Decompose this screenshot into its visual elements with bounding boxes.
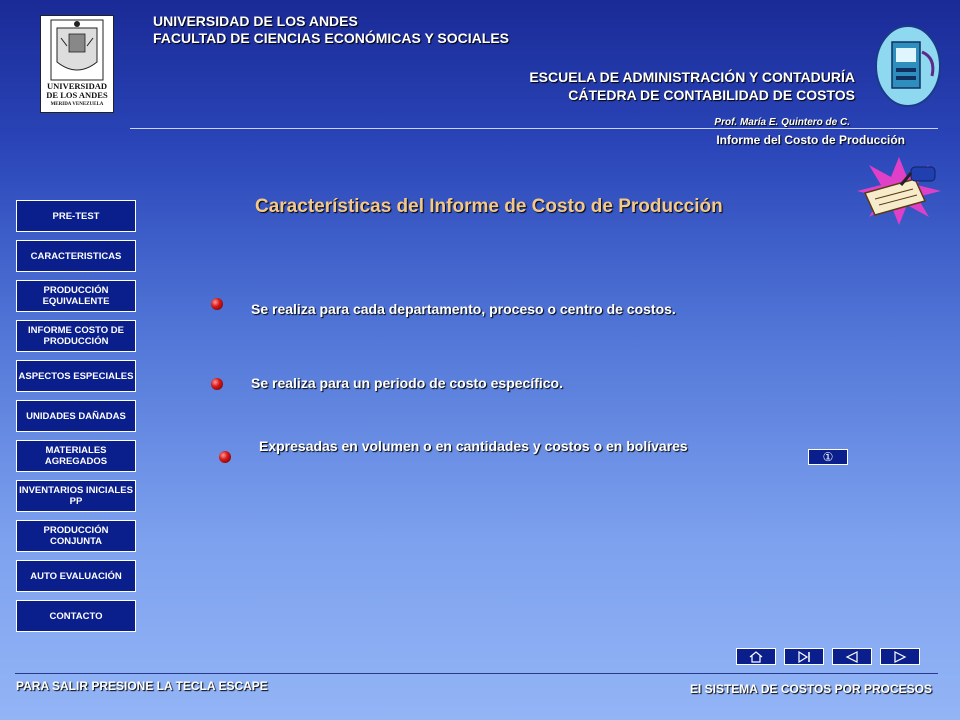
topic-title: Informe del Costo de Producción: [716, 133, 905, 147]
bullet-icon: [211, 298, 223, 310]
bullet-icon: [219, 451, 231, 463]
footer-divider: [15, 673, 938, 674]
home-button[interactable]: [736, 648, 776, 665]
end-icon: [798, 650, 810, 663]
sidebar-item-label: PRE-TEST: [52, 210, 100, 222]
sidebar-item-label: AUTO EVALUACIÓN: [30, 570, 122, 582]
sidebar-item-label: INFORME COSTO DE PRODUCCIÓN: [28, 325, 124, 347]
logo-text-university: UNIVERSIDAD: [47, 81, 107, 91]
header-divider: [130, 128, 938, 129]
characteristic-text: Expresadas en volumen o en cantidades y …: [259, 438, 688, 454]
characteristic-text: Se realiza para cada departamento, proce…: [251, 301, 676, 317]
info-icon: ①: [822, 450, 834, 464]
logo-text-andes: DE LOS ANDES: [46, 90, 108, 100]
sidebar-item-label: ASPECTOS ESPECIALES: [18, 370, 134, 382]
sidebar-item-label: UNIDADES DAÑADAS: [26, 410, 126, 422]
faculty-name: FACULTAD DE CIENCIAS ECONÓMICAS Y SOCIAL…: [153, 30, 509, 46]
sidebar-item-label: INVENTARIOS INICIALES PP: [19, 485, 133, 507]
sidebar-item-produccion-equivalente[interactable]: PRODUCCIÓN EQUIVALENTE: [16, 280, 136, 312]
sidebar-item-pre-test[interactable]: PRE-TEST: [16, 200, 136, 232]
sidebar-item-label: PRODUCCIÓN CONJUNTA: [43, 525, 109, 547]
sidebar-item-informe-costo[interactable]: INFORME COSTO DE PRODUCCIÓN: [16, 320, 136, 352]
info-button[interactable]: ①: [808, 449, 848, 465]
logo-text-merida: MERIDA VENEZUELA: [50, 102, 104, 107]
sidebar-item-materiales-agregados[interactable]: MATERIALES AGREGADOS: [16, 440, 136, 472]
computer-clipart-icon: [872, 22, 944, 108]
sidebar-item-produccion-conjunta[interactable]: PRODUCCIÓN CONJUNTA: [16, 520, 136, 552]
page-title: Características del Informe de Costo de …: [255, 196, 723, 217]
exit-instructions: PARA SALIR PRESIONE LA TECLA ESCAPE: [16, 679, 268, 693]
forward-button[interactable]: [880, 648, 920, 665]
writing-hand-clipart-icon: [855, 155, 943, 227]
sidebar-item-unidades-danadas[interactable]: UNIDADES DAÑADAS: [16, 400, 136, 432]
school-name: ESCUELA DE ADMINISTRACIÓN Y CONTADURÍA: [529, 69, 855, 85]
end-button[interactable]: [784, 648, 824, 665]
sidebar-item-caracteristicas[interactable]: CARACTERISTICAS: [16, 240, 136, 272]
chair-name: CÁTEDRA DE CONTABILIDAD DE COSTOS: [568, 87, 855, 103]
course-name: El SISTEMA DE COSTOS POR PROCESOS: [689, 682, 932, 696]
university-heading: UNIVERSIDAD DE LOS ANDES FACULTAD DE CIE…: [153, 13, 509, 47]
sidebar-item-contacto[interactable]: CONTACTO: [16, 600, 136, 632]
school-heading: ESCUELA DE ADMINISTRACIÓN Y CONTADURÍA C…: [529, 68, 855, 104]
professor-name: Prof. María E. Quintero de C.: [714, 117, 850, 128]
back-button[interactable]: [832, 648, 872, 665]
sidebar-item-label: CARACTERISTICAS: [30, 250, 122, 262]
sidebar-item-label: CONTACTO: [49, 610, 103, 622]
home-icon: [749, 650, 763, 663]
bullet-icon: [211, 378, 223, 390]
university-name: UNIVERSIDAD DE LOS ANDES: [153, 13, 358, 29]
sidebar-item-auto-evaluacion[interactable]: AUTO EVALUACIÓN: [16, 560, 136, 592]
sidebar-item-label: MATERIALES AGREGADOS: [44, 445, 108, 467]
sidebar-item-inventarios-iniciales[interactable]: INVENTARIOS INICIALES PP: [16, 480, 136, 512]
sidebar-item-label: PRODUCCIÓN EQUIVALENTE: [42, 285, 110, 307]
forward-icon: [894, 650, 907, 663]
sidebar-item-aspectos-especiales[interactable]: ASPECTOS ESPECIALES: [16, 360, 136, 392]
characteristic-text: Se realiza para un periodo de costo espe…: [251, 375, 563, 391]
back-icon: [845, 650, 858, 663]
university-logo: UNIVERSIDAD DE LOS ANDES MERIDA VENEZUEL…: [40, 15, 114, 113]
